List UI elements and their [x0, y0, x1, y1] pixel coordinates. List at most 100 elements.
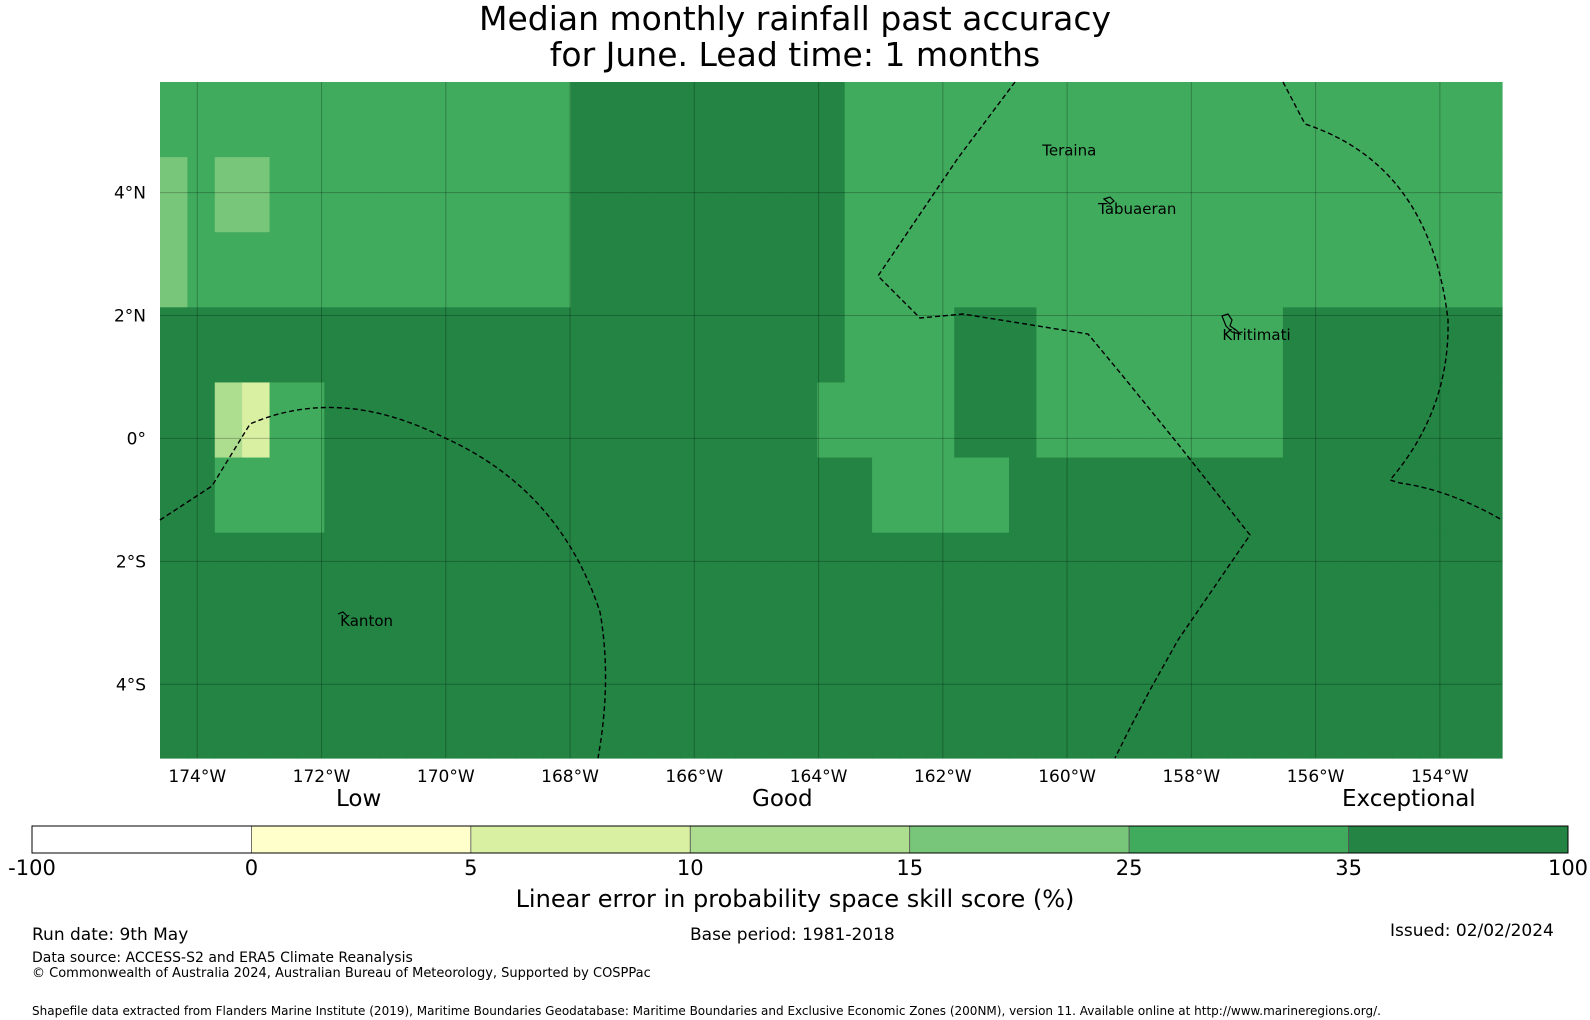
skill-cell: [324, 157, 353, 233]
skill-cell: [461, 82, 490, 158]
skill-cell: [707, 157, 736, 233]
skill-grid: [160, 82, 1503, 759]
skill-cell: [187, 682, 216, 759]
skill-cell: [981, 682, 1010, 759]
longitude-tick-label: 160°W: [1038, 767, 1096, 787]
skill-cell: [789, 457, 818, 534]
skill-cell: [1447, 157, 1476, 233]
skill-cell: [899, 682, 928, 759]
skill-cell: [735, 607, 764, 684]
base-period: Base period: 1981-2018: [690, 925, 895, 945]
skill-cell: [379, 532, 408, 609]
skill-cell: [1118, 382, 1147, 459]
skill-cell: [844, 532, 873, 609]
skill-cell: [214, 232, 243, 308]
skill-cell: [1200, 307, 1229, 384]
skill-cell: [1173, 82, 1202, 158]
skill-cell: [872, 682, 901, 759]
skill-cell: [1091, 157, 1120, 233]
latitude-tick-label: 4°S: [116, 675, 146, 695]
skill-cell: [1228, 682, 1257, 759]
skill-cell: [1282, 607, 1311, 684]
skill-cell: [461, 307, 490, 384]
skill-cell: [872, 157, 901, 233]
colorbar-border: [31, 825, 1569, 854]
skill-cell: [680, 682, 709, 759]
skill-cell: [1145, 307, 1174, 384]
skill-cell: [926, 232, 955, 308]
skill-cell: [707, 232, 736, 308]
skill-cell: [1419, 382, 1448, 459]
skill-cell: [1282, 82, 1311, 158]
skill-cell: [1255, 382, 1284, 459]
skill-cell: [1173, 457, 1202, 534]
map-title-line-2: for June. Lead time: 1 months: [549, 35, 1041, 74]
skill-cell: [817, 382, 846, 459]
skill-cell: [954, 382, 983, 459]
skill-cell: [1419, 82, 1448, 158]
skill-cell: [598, 607, 627, 684]
skill-cell: [187, 307, 216, 384]
skill-cell: [625, 607, 654, 684]
skill-cell: [899, 307, 928, 384]
skill-cell: [242, 382, 271, 459]
skill-cell: [1474, 232, 1503, 308]
shapefile-credit: Shapefile data extracted from Flanders M…: [32, 1004, 1381, 1018]
skill-cell: [160, 232, 188, 308]
skill-cell: [625, 532, 654, 609]
eez-boundaries: [159, 81, 1503, 759]
skill-cell: [762, 157, 791, 233]
skill-cell: [1145, 682, 1174, 759]
skill-cell: [1118, 532, 1147, 609]
skill-cell: [1118, 307, 1147, 384]
skill-cell: [1255, 457, 1284, 534]
skill-cell: [652, 232, 681, 308]
skill-cell: [625, 157, 654, 233]
skill-cell: [1173, 307, 1202, 384]
skill-cell: [652, 307, 681, 384]
skill-cell: [1118, 232, 1147, 308]
skill-cell: [1118, 682, 1147, 759]
skill-cell: [488, 382, 517, 459]
skill-cell: [379, 457, 408, 534]
skill-cell: [433, 382, 462, 459]
skill-cell: [242, 232, 271, 308]
place-label: Teraina: [1041, 142, 1096, 160]
skill-cell: [872, 532, 901, 609]
skill-cell: [817, 457, 846, 534]
skill-cell: [1365, 157, 1394, 233]
skill-cell: [570, 157, 599, 233]
skill-cell: [543, 382, 572, 459]
skill-cell: [1118, 457, 1147, 534]
skill-cell: [844, 682, 873, 759]
skill-cell: [160, 457, 188, 534]
skill-cell: [1282, 232, 1311, 308]
skill-cell: [1392, 532, 1421, 609]
skill-cell: [324, 232, 353, 308]
eez-boundary-line: [159, 406, 607, 759]
skill-cell: [926, 682, 955, 759]
skill-cell: [1365, 82, 1394, 158]
skill-cell: [543, 82, 572, 158]
skill-cell: [817, 307, 846, 384]
skill-cell: [516, 232, 545, 308]
skill-cell: [516, 382, 545, 459]
skill-cell: [1365, 607, 1394, 684]
skill-cell: [1228, 607, 1257, 684]
skill-cell: [954, 607, 983, 684]
skill-cell: [598, 307, 627, 384]
skill-cell: [1310, 682, 1339, 759]
latitude-tick-label: 4°N: [114, 184, 146, 204]
skill-cell: [543, 682, 572, 759]
skill-cell: [844, 607, 873, 684]
skill-cell: [324, 82, 353, 158]
skill-cell: [926, 457, 955, 534]
skill-cell: [926, 607, 955, 684]
skill-cell: [1036, 232, 1065, 308]
skill-cell: [160, 682, 188, 759]
skill-cell: [1036, 457, 1065, 534]
skill-cell: [954, 232, 983, 308]
skill-cell: [214, 157, 243, 233]
skill-cell: [433, 232, 462, 308]
skill-cell: [461, 607, 490, 684]
